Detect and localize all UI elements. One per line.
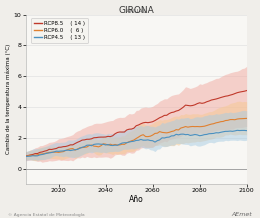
Legend: RCP8.5    ( 14 ), RCP6.0    (  6 ), RCP4.5    ( 13 ): RCP8.5 ( 14 ), RCP6.0 ( 6 ), RCP4.5 ( 13… [31,18,88,43]
Title: GIRONA: GIRONA [118,5,154,15]
X-axis label: Año: Año [129,195,144,204]
Text: AEmet: AEmet [231,212,252,217]
Text: ANUAL: ANUAL [126,9,147,14]
Text: © Agencia Estatal de Meteorología: © Agencia Estatal de Meteorología [8,213,85,217]
Y-axis label: Cambio de la temperatura máxima (°C): Cambio de la temperatura máxima (°C) [5,44,11,155]
